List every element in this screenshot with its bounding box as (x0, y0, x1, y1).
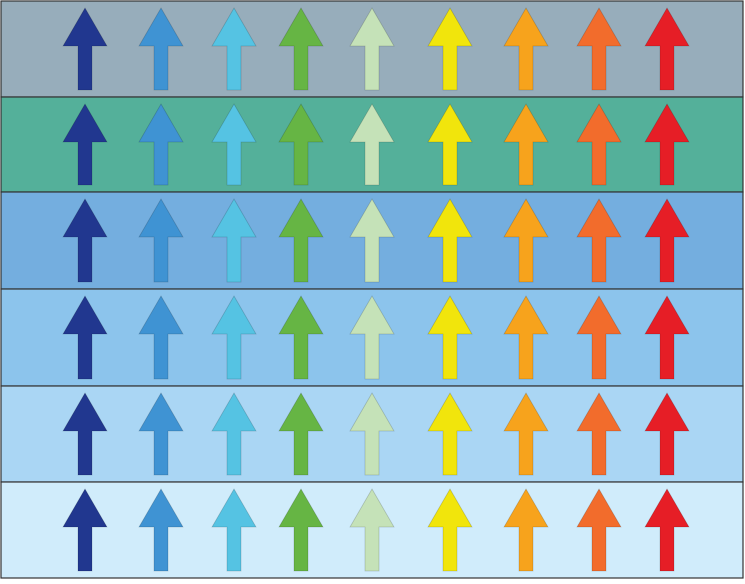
arrow-up-icon-r5-c1 (62, 392, 108, 476)
arrow-up-icon-r1-c7 (503, 7, 549, 91)
arrow-up-icon-r3-c3 (211, 198, 257, 283)
arrow-up-icon-r2-c4 (278, 103, 324, 186)
arrow-up-icon-r4-c9 (644, 295, 690, 380)
arrow-up-icon-r2-c6 (427, 103, 473, 186)
arrow-up-icon-r4-c2 (138, 295, 184, 380)
arrow-up-icon-r5-c4 (278, 392, 324, 476)
arrow-up-icon-r6-c6 (427, 488, 473, 572)
arrow-up-icon-r5-c3 (211, 392, 257, 476)
arrow-up-icon-r5-c7 (503, 392, 549, 476)
arrow-up-icon-r6-c8 (576, 488, 622, 572)
arrow-up-icon-r1-c5 (349, 7, 395, 91)
arrow-set (62, 7, 690, 572)
arrow-up-icon-r4-c4 (278, 295, 324, 380)
arrow-up-icon-r4-c7 (503, 295, 549, 380)
arrow-up-icon-r6-c4 (278, 488, 324, 572)
arrow-up-icon-r3-c9 (644, 198, 690, 283)
arrow-up-icon-r4-c5 (349, 295, 395, 380)
arrow-up-icon-r2-c1 (62, 103, 108, 186)
arrow-up-icon-r2-c2 (138, 103, 184, 186)
arrow-up-icon-r3-c8 (576, 198, 622, 283)
arrow-up-icon-r6-c1 (62, 488, 108, 572)
arrow-up-icon-r4-c8 (576, 295, 622, 380)
arrow-up-icon-r4-c6 (427, 295, 473, 380)
arrow-up-icon-r6-c5 (349, 488, 395, 572)
arrow-up-icon-r1-c3 (211, 7, 257, 91)
arrow-up-icon-r3-c7 (503, 198, 549, 283)
arrow-up-icon-r1-c8 (576, 7, 622, 91)
arrow-up-icon-r1-c2 (138, 7, 184, 91)
arrow-up-icon-r6-c3 (211, 488, 257, 572)
arrow-up-icon-r6-c2 (138, 488, 184, 572)
arrow-up-icon-r5-c6 (427, 392, 473, 476)
arrow-up-icon-r2-c7 (503, 103, 549, 186)
arrow-up-icon-r5-c8 (576, 392, 622, 476)
arrow-up-icon-r3-c2 (138, 198, 184, 283)
arrow-up-icon-r1-c1 (62, 7, 108, 91)
arrow-up-icon-r2-c5 (349, 103, 395, 186)
arrow-up-icon-r3-c6 (427, 198, 473, 283)
arrow-up-icon-r2-c8 (576, 103, 622, 186)
arrow-up-icon-r4-c1 (62, 295, 108, 380)
arrow-up-icon-r2-c3 (211, 103, 257, 186)
arrow-up-icon-r5-c5 (349, 392, 395, 476)
arrow-up-icon-r3-c5 (349, 198, 395, 283)
arrow-up-icon-r5-c2 (138, 392, 184, 476)
arrow-up-icon-r2-c9 (644, 103, 690, 186)
arrow-up-icon-r5-c9 (644, 392, 690, 476)
arrow-up-icon-r3-c1 (62, 198, 108, 283)
arrow-up-icon-r4-c3 (211, 295, 257, 380)
arrow-up-icon-r1-c4 (278, 7, 324, 91)
arrow-up-icon-r6-c7 (503, 488, 549, 572)
arrow-up-icon-r3-c4 (278, 198, 324, 283)
arrow-up-icon-r6-c9 (644, 488, 690, 572)
arrow-up-icon-r1-c6 (427, 7, 473, 91)
arrow-up-icon-r1-c9 (644, 7, 690, 91)
